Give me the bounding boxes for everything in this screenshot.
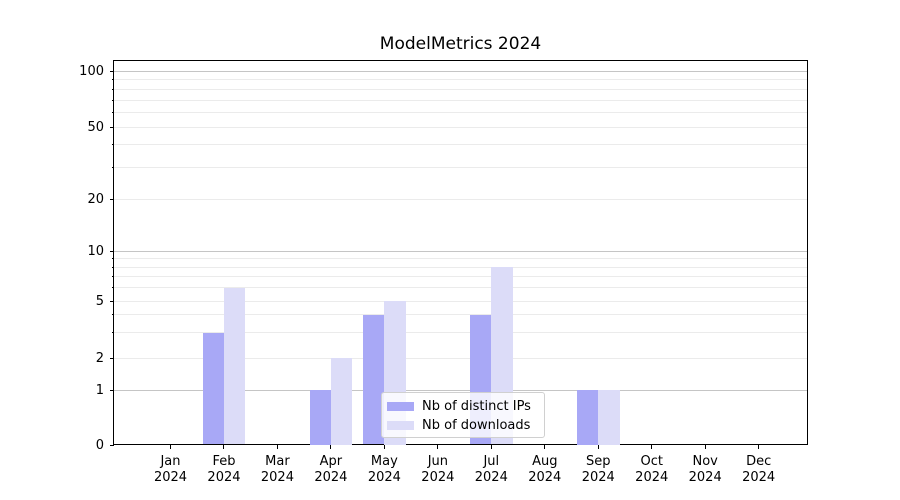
x-tick-mark	[651, 444, 653, 449]
bar-distinct-ips-feb	[202, 332, 224, 445]
y-minor-tick-mark	[112, 88, 114, 90]
gridline-minor	[114, 99, 807, 101]
bar-distinct-ips-apr	[309, 390, 331, 445]
y-tick-label: 50	[87, 119, 104, 135]
legend-entry-downloads: Nb of downloads	[387, 416, 538, 435]
y-tick-mark	[110, 71, 114, 72]
y-minor-tick-mark	[112, 99, 114, 101]
y-tick-label: 0	[95, 438, 104, 453]
y-tick-label: 20	[87, 191, 104, 207]
gridline-major	[114, 389, 807, 391]
gridline-minor	[114, 276, 807, 278]
gridline-minor	[114, 111, 807, 113]
gridline-minor	[114, 357, 807, 359]
y-minor-tick-mark	[112, 126, 114, 128]
y-tick-mark	[110, 389, 114, 391]
bar-downloads-sep	[598, 390, 620, 445]
gridline-minor	[114, 88, 807, 90]
gridline-minor	[114, 314, 807, 316]
x-tick-mark	[544, 444, 546, 449]
bar-downloads-feb	[223, 287, 246, 445]
y-tick-label: 2	[95, 350, 104, 366]
y-tick-mark	[110, 250, 114, 252]
x-tick-mark	[490, 444, 492, 449]
y-tick-label: 5	[95, 293, 104, 309]
y-minor-tick-mark	[112, 314, 114, 316]
x-tick-label: Nov 2024	[688, 454, 722, 485]
x-tick-label: Sep 2024	[581, 454, 615, 485]
y-tick-label: 1	[95, 382, 104, 398]
gridline-minor	[114, 79, 807, 81]
y-minor-tick-mark	[112, 198, 114, 200]
x-tick-mark	[704, 444, 706, 449]
gridline-minor	[114, 198, 807, 200]
legend-swatch-downloads	[387, 420, 414, 431]
x-tick-label: May 2024	[367, 454, 401, 485]
y-tick-mark	[110, 445, 114, 446]
x-tick-mark	[437, 444, 439, 449]
x-tick-mark	[383, 444, 385, 449]
plot-area: 0 1 2 5 10 20 50 100 Jan 2024 Feb 2024 Mar 2024 Apr…	[79, 60, 808, 485]
gridline-major	[114, 250, 807, 252]
gridline-minor	[114, 332, 807, 334]
gridline-minor	[114, 126, 807, 128]
bar-distinct-ips-sep	[576, 390, 599, 445]
y-minor-tick-mark	[112, 357, 114, 359]
gridline-minor	[114, 258, 807, 260]
x-tick-label: Jul 2024	[474, 454, 508, 485]
y-minor-tick-mark	[112, 258, 114, 260]
gridline-minor	[114, 266, 807, 268]
x-tick-mark	[330, 444, 332, 449]
x-tick-mark	[597, 444, 599, 449]
x-tick-mark	[170, 444, 171, 449]
y-minor-tick-mark	[112, 166, 114, 168]
legend-label-downloads: Nb of downloads	[422, 417, 531, 433]
y-minor-tick-mark	[112, 276, 114, 278]
y-minor-tick-mark	[112, 79, 114, 81]
x-tick-label: Mar 2024	[260, 454, 294, 485]
legend-entry-distinct-ips: Nb of distinct IPs	[387, 397, 538, 416]
gridline-minor	[114, 144, 807, 146]
x-tick-mark	[223, 444, 225, 449]
y-minor-tick-mark	[112, 332, 114, 334]
y-tick-label: 10	[87, 243, 104, 259]
gridline-minor	[114, 166, 807, 168]
y-minor-tick-mark	[112, 287, 114, 289]
y-minor-tick-mark	[112, 300, 114, 302]
x-tick-label: Apr 2024	[314, 454, 348, 485]
x-tick-mark	[758, 444, 760, 449]
legend: Nb of distinct IPs Nb of downloads	[381, 392, 545, 438]
y-minor-tick-mark	[112, 111, 114, 113]
x-tick-label: Jun 2024	[421, 454, 455, 485]
x-tick-label: Aug 2024	[528, 454, 562, 485]
x-tick-label: Dec 2024	[742, 454, 776, 485]
x-tick-label: Jan 2024	[153, 454, 188, 485]
legend-label-distinct-ips: Nb of distinct IPs	[422, 398, 531, 414]
gridline-minor	[114, 300, 807, 302]
x-tick-label: Feb 2024	[207, 454, 241, 485]
bar-distinct-ips-may	[362, 314, 385, 445]
gridline-major	[114, 71, 807, 72]
y-tick-label: 100	[79, 64, 104, 79]
bar-downloads-apr	[330, 358, 353, 445]
x-tick-mark	[276, 444, 278, 449]
gridline-minor	[114, 287, 807, 289]
chart-title: ModelMetrics 2024	[379, 34, 542, 54]
x-tick-label: Oct 2024	[635, 454, 669, 485]
legend-swatch-distinct-ips	[387, 401, 414, 412]
y-minor-tick-mark	[112, 144, 114, 146]
y-minor-tick-mark	[112, 266, 114, 268]
